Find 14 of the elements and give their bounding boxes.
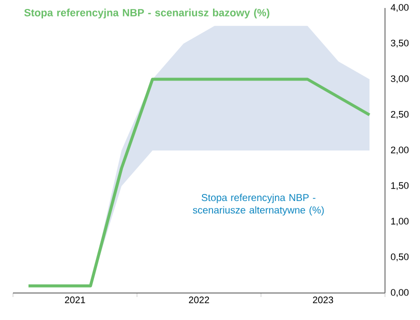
chart-title: Stopa referencyjna NBP - scenariusz bazowy (%) bbox=[24, 8, 270, 18]
x-tick-label: 2023 bbox=[312, 296, 334, 304]
annotation: Stopa referencyjna NBP - scenariusze alternatywne (%) bbox=[192, 194, 324, 216]
x-tick-label: 2021 bbox=[64, 296, 86, 304]
y-tick-label: 1,00 bbox=[391, 218, 409, 226]
y-tick-label: 3,00 bbox=[390, 75, 409, 84]
y-tick-label: 1,50 bbox=[391, 182, 409, 190]
y-tick-label: 2,50 bbox=[390, 110, 409, 119]
y-tick-label: 0,00 bbox=[390, 289, 409, 297]
y-tick-label: 4,00 bbox=[390, 4, 409, 12]
y-tick-label: 2,00 bbox=[390, 146, 409, 154]
y-tick-label: 0,50 bbox=[390, 253, 409, 262]
x-tick-label: 2022 bbox=[188, 296, 210, 304]
y-tick-label: 3,50 bbox=[390, 40, 409, 48]
